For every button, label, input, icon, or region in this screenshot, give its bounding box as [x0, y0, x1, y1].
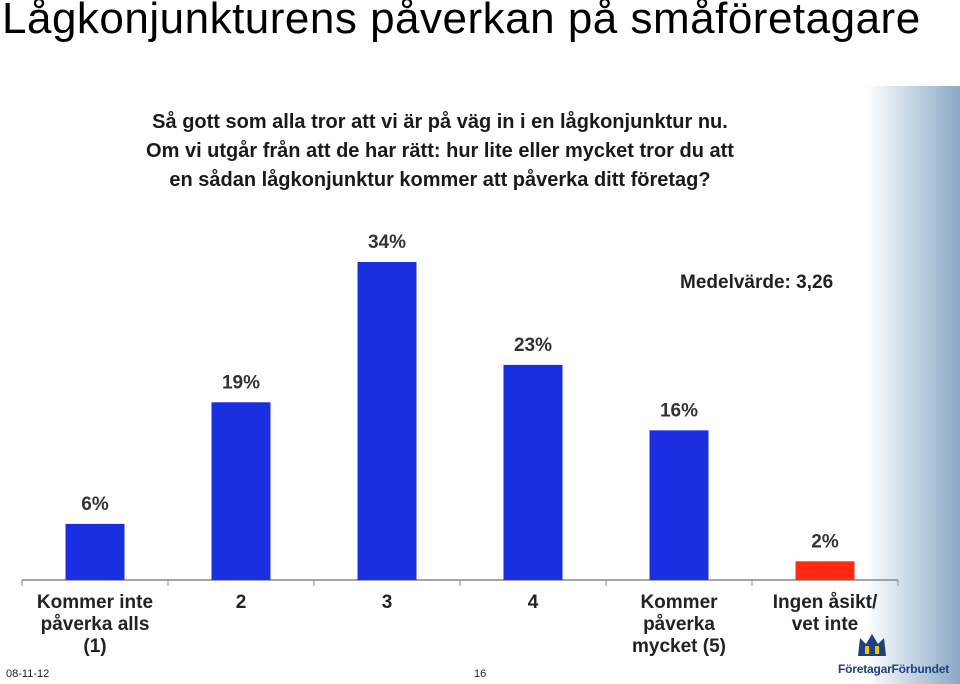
question-line-1: Så gott som alla tror att vi är på väg i…	[152, 111, 728, 133]
bar	[649, 430, 709, 580]
bar-value-label: 34%	[368, 232, 406, 253]
category-label: 2	[236, 592, 247, 613]
bar	[795, 561, 855, 580]
logo-text: FöretagarFörbundet	[838, 662, 950, 676]
page-number: 16	[474, 668, 487, 680]
bar	[65, 523, 125, 580]
category-label: (1)	[83, 636, 106, 657]
bar-value-label: 23%	[514, 335, 552, 356]
chart-panel: Så gott som alla tror att vi är på väg i…	[20, 80, 920, 660]
category-label: Kommer	[640, 592, 718, 613]
bar-value-label: 6%	[81, 494, 109, 515]
slide-title: Lågkonjunkturens påverkan på småföretaga…	[2, 0, 921, 43]
category-label: Ingen åsikt/	[773, 592, 878, 613]
category-label: 4	[528, 592, 539, 613]
question-line-2: Om vi utgår från att de har rätt: hur li…	[146, 140, 734, 162]
bar	[503, 364, 563, 580]
bar	[211, 402, 271, 580]
category-label: påverka alls	[41, 614, 150, 635]
category-label: 3	[382, 592, 393, 613]
crown-icon	[858, 634, 886, 656]
foretagarforbundet-logo: FöretagarFörbundet	[838, 632, 958, 682]
bar-value-label: 2%	[811, 531, 839, 552]
bar	[357, 262, 417, 580]
mean-value-label: Medelvärde: 3,26	[680, 272, 834, 293]
category-label: vet inte	[792, 614, 859, 635]
survey-question: Så gott som alla tror att vi är på väg i…	[20, 108, 860, 195]
category-label: påverka	[643, 614, 715, 635]
bar-value-label: 16%	[660, 400, 698, 421]
category-label: mycket (5)	[632, 636, 726, 657]
side-gradient-band	[866, 86, 960, 684]
footer-date: 08-11-12	[6, 668, 50, 680]
category-label: Kommer inte	[37, 592, 153, 613]
bar-value-label: 19%	[222, 372, 260, 393]
question-line-3: en sådan lågkonjunktur kommer att påverk…	[169, 169, 711, 191]
